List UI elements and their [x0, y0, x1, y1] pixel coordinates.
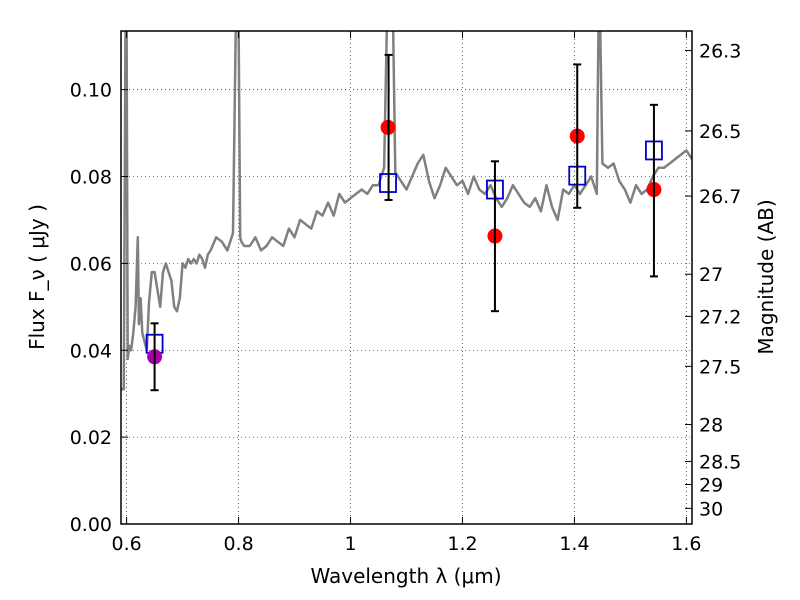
y-tick-label: 0.04: [70, 340, 112, 362]
y-tick-label: 0.10: [70, 80, 112, 102]
y2-tick-label: 30: [699, 498, 723, 520]
ticks: 0.6 0.8 1 1.2 1.4 1.6 0.00 0.02 0.04 0.06 0.08 0.10…: [70, 31, 741, 555]
x-tick-label: 1.6: [671, 533, 701, 555]
x-axis-title: Wavelength λ (μm): [310, 564, 501, 588]
grid: [121, 31, 692, 525]
plot-frame: [120, 30, 693, 525]
y-tick-label: 0.00: [70, 514, 112, 536]
y2-tick-label: 27.5: [699, 356, 741, 378]
y2-tick-label: 26.5: [699, 121, 741, 143]
x-tick-label: 0.8: [223, 533, 253, 555]
y2-tick-label: 28: [699, 415, 723, 437]
y2-tick-label: 26.3: [699, 41, 741, 63]
plot-area: [121, 31, 692, 392]
y2-tick-label: 26.7: [699, 186, 741, 208]
y2-tick-label: 28.5: [699, 451, 741, 473]
y-tick-label: 0.06: [70, 253, 112, 275]
y-axis-title: Flux F_ν ( μJy ): [25, 204, 49, 350]
y2-tick-label: 27.2: [699, 306, 741, 328]
x-tick-label: 1.4: [559, 533, 589, 555]
y2-axis-title: Magnitude (AB): [754, 199, 778, 354]
spectrum-line: [121, 31, 692, 391]
y2-tick-label: 27: [699, 264, 723, 286]
y-tick-label: 0.08: [70, 167, 112, 189]
y2-tick-label: 29: [699, 474, 723, 496]
y-tick-label: 0.02: [70, 427, 112, 449]
x-tick-label: 0.6: [111, 533, 141, 555]
x-tick-label: 1.2: [447, 533, 477, 555]
x-tick-label: 1: [344, 533, 356, 555]
